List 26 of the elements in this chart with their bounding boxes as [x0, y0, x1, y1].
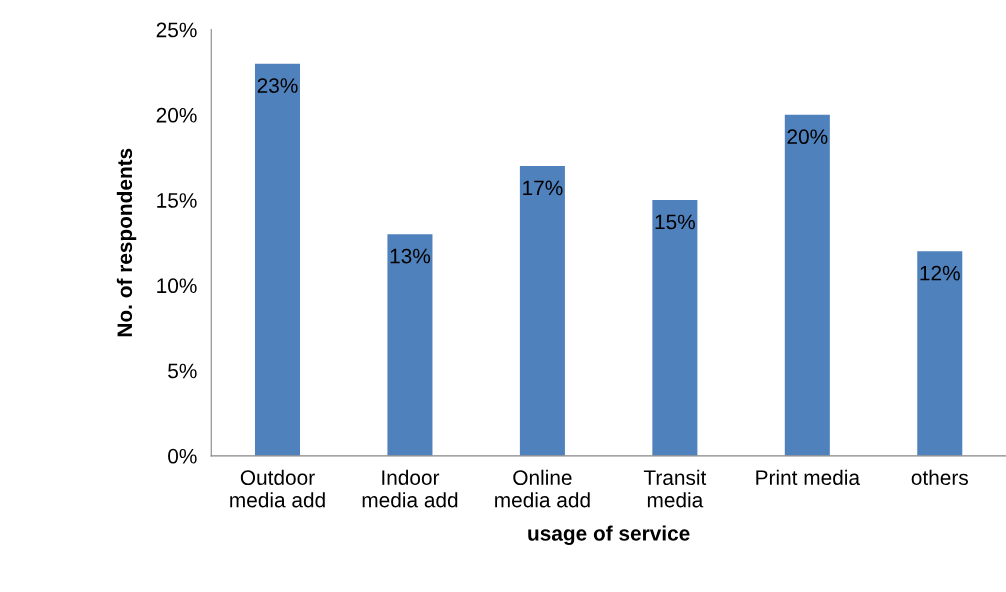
data-label: 23% [257, 78, 298, 93]
x-tick-label: Print media [756, 469, 860, 486]
bar [917, 251, 963, 456]
y-tick-label: 20% [156, 107, 197, 123]
data-label: 20% [787, 129, 828, 145]
data-label: 17% [523, 180, 563, 196]
x-tick-label: Transit media [643, 469, 707, 508]
x-tick-label: others [911, 469, 968, 486]
y-tick-label: 5% [168, 363, 197, 379]
data-label: 12% [920, 265, 960, 281]
bar [254, 63, 301, 456]
bar [387, 234, 433, 456]
x-axis-title: usage of service [528, 525, 690, 545]
x-tick-label: Outdoor media add [230, 469, 325, 508]
data-label: 15% [655, 214, 695, 230]
bar [519, 166, 565, 456]
x-tick-label: Online media add [495, 469, 590, 508]
y-tick-label: 25% [156, 22, 197, 38]
y-tick-label: 0% [168, 448, 197, 464]
y-tick-label: 15% [157, 193, 197, 208]
data-label: 13% [390, 248, 431, 264]
x-tick-label: Indoor media add [362, 469, 458, 508]
y-axis-title: No. of respondents [116, 148, 137, 337]
bar [652, 200, 698, 456]
y-tick-label: 10% [157, 278, 197, 294]
bar [784, 114, 830, 456]
